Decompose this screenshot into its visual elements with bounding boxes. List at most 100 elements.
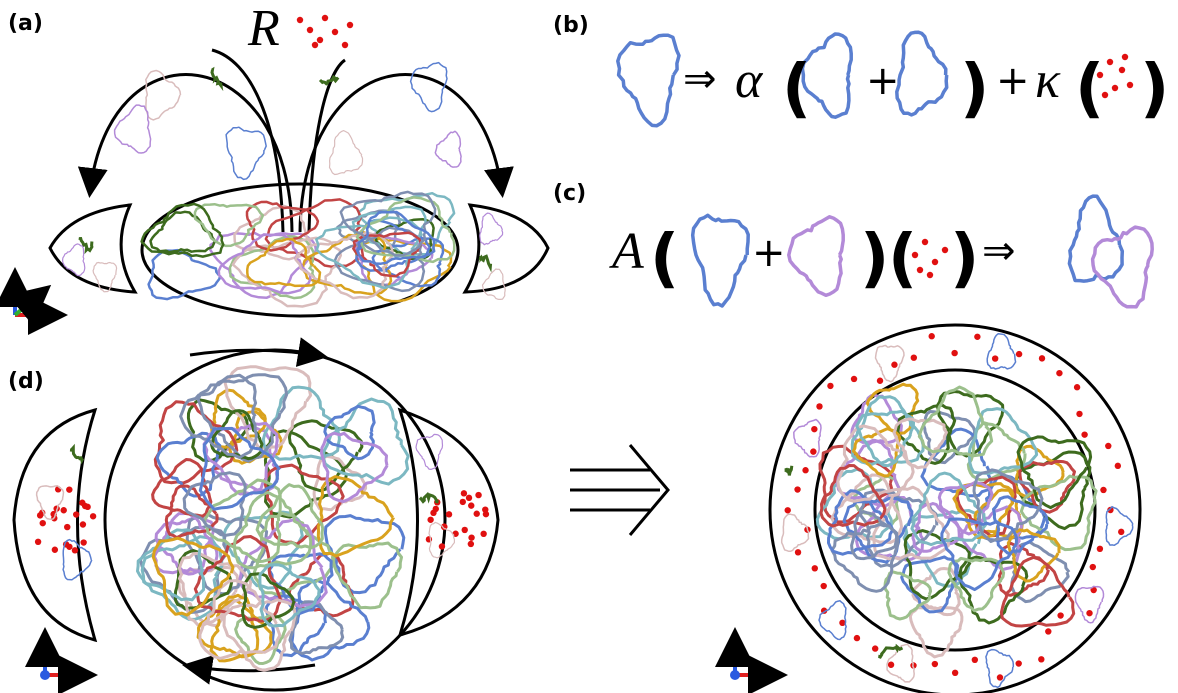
body: (a) R (b) ⇒ α ( + ) + κ ( ) (c) A ( + ) … (0, 0, 1178, 693)
polymer-loop (789, 217, 843, 295)
ribosome-dot (40, 520, 46, 526)
ribosome-dot (1115, 463, 1121, 469)
ribosome-dot (480, 531, 486, 537)
axis-icon (40, 670, 50, 680)
paren: ( (650, 222, 679, 296)
ribosome-dot (891, 362, 897, 368)
paren: ) (860, 222, 889, 296)
symbol: R (247, 0, 280, 57)
nucleus-circle (105, 350, 445, 690)
ribosome-dot (1016, 351, 1022, 357)
polymer-chain (480, 256, 491, 267)
polymer-chain (212, 70, 221, 86)
ribosome-dot (1074, 384, 1080, 390)
operator: + (996, 58, 1030, 104)
symbol: κ (1035, 52, 1061, 109)
ribosome-dot (942, 247, 948, 253)
symbol: A (609, 223, 644, 280)
polymer-chain (785, 466, 792, 476)
polymer-chain (880, 647, 903, 658)
ribosome-dot (461, 490, 467, 496)
ribosome-dot (812, 565, 818, 571)
operator: + (752, 230, 786, 276)
paren: ) (1140, 52, 1169, 126)
panel-label: (b) (553, 13, 589, 38)
ribosome-dot (794, 486, 800, 492)
rotation-arrow (188, 665, 315, 671)
right-compartment (465, 205, 548, 292)
ribosome-dot (297, 17, 303, 23)
ribosome-dot (474, 511, 480, 517)
ribosome-dot (462, 527, 468, 533)
ribosome-dot (1016, 660, 1022, 666)
ribosome-dot (811, 426, 817, 432)
ribosome-dot (816, 403, 822, 409)
paren: ( (1075, 52, 1104, 126)
axis-icon (730, 670, 740, 680)
transition-arrow (570, 445, 668, 535)
ribosome-dot (974, 334, 980, 340)
polymer-chain (420, 495, 439, 503)
ribosome-dot (466, 495, 472, 501)
ribosome-dot (468, 534, 474, 540)
ribosome-dot (468, 502, 474, 508)
ribosome-dot (1122, 54, 1128, 60)
flow-arrow (90, 75, 292, 232)
ribosome-dot (1097, 546, 1103, 552)
ribosome-dot (929, 333, 935, 339)
ribosome-dot (66, 544, 72, 550)
ribosome-dot (1100, 487, 1106, 493)
polymer-loop (149, 250, 221, 299)
polymer-loop (876, 346, 905, 382)
panel-label: (d) (8, 369, 44, 394)
ribosome-dot (82, 503, 88, 509)
operator: ⇒ (683, 56, 717, 102)
ribosome-dot (932, 259, 938, 265)
ribosome-dot (468, 541, 474, 547)
polymer-loop (480, 213, 503, 245)
polymer-loop (411, 63, 447, 112)
ribosome-dot (1045, 628, 1051, 634)
ribosome-dot (1056, 370, 1062, 376)
ribosome-dot (475, 492, 481, 498)
ribosome-dot (1057, 612, 1063, 618)
ribosome-dot (851, 376, 857, 382)
ribosome-dot (1039, 355, 1045, 361)
polymer-chain (70, 448, 83, 461)
ribosome-dot (66, 486, 72, 492)
ribosome-dot (446, 511, 452, 517)
ribosome-dot (922, 239, 928, 245)
polymer-loop (330, 131, 363, 175)
ribosome-dot (854, 635, 860, 641)
ribosome-dot (322, 15, 328, 21)
ribosome-dot (802, 467, 808, 473)
polymer-loop (782, 514, 810, 551)
polymer-loop (897, 32, 947, 115)
page: {"panel_a": {"label": "(a)", "symbol": "… (0, 0, 1178, 693)
axis-icon (15, 290, 45, 315)
ribosome-dot (872, 645, 878, 651)
ribosome-dot (1038, 656, 1044, 662)
ribosome-dot (927, 272, 933, 278)
ribosome-dot (827, 383, 833, 389)
polymer-loop (63, 244, 85, 276)
ribosome-dot (1127, 82, 1133, 88)
ribosome-dot (877, 378, 883, 384)
ribosome-dot (810, 448, 816, 454)
ribosome-dot (1105, 443, 1111, 449)
polymer-loop (435, 131, 461, 167)
polymer-loop (986, 650, 1013, 688)
ribosome-dot (80, 539, 86, 545)
ribosome-dot (35, 539, 41, 545)
ribosome-dot (307, 27, 313, 33)
ribosome-dot (342, 42, 348, 48)
ribosome-dot (795, 549, 801, 555)
polymer-loop (794, 420, 821, 457)
ribosome-dot (917, 267, 923, 273)
ribosome-dot (932, 661, 938, 667)
operator: ⇒ (982, 228, 1016, 274)
polymer-loop (618, 35, 679, 125)
polymer-loop (323, 399, 408, 484)
paren: ) (960, 52, 989, 126)
ribosome-dot (1112, 85, 1118, 91)
